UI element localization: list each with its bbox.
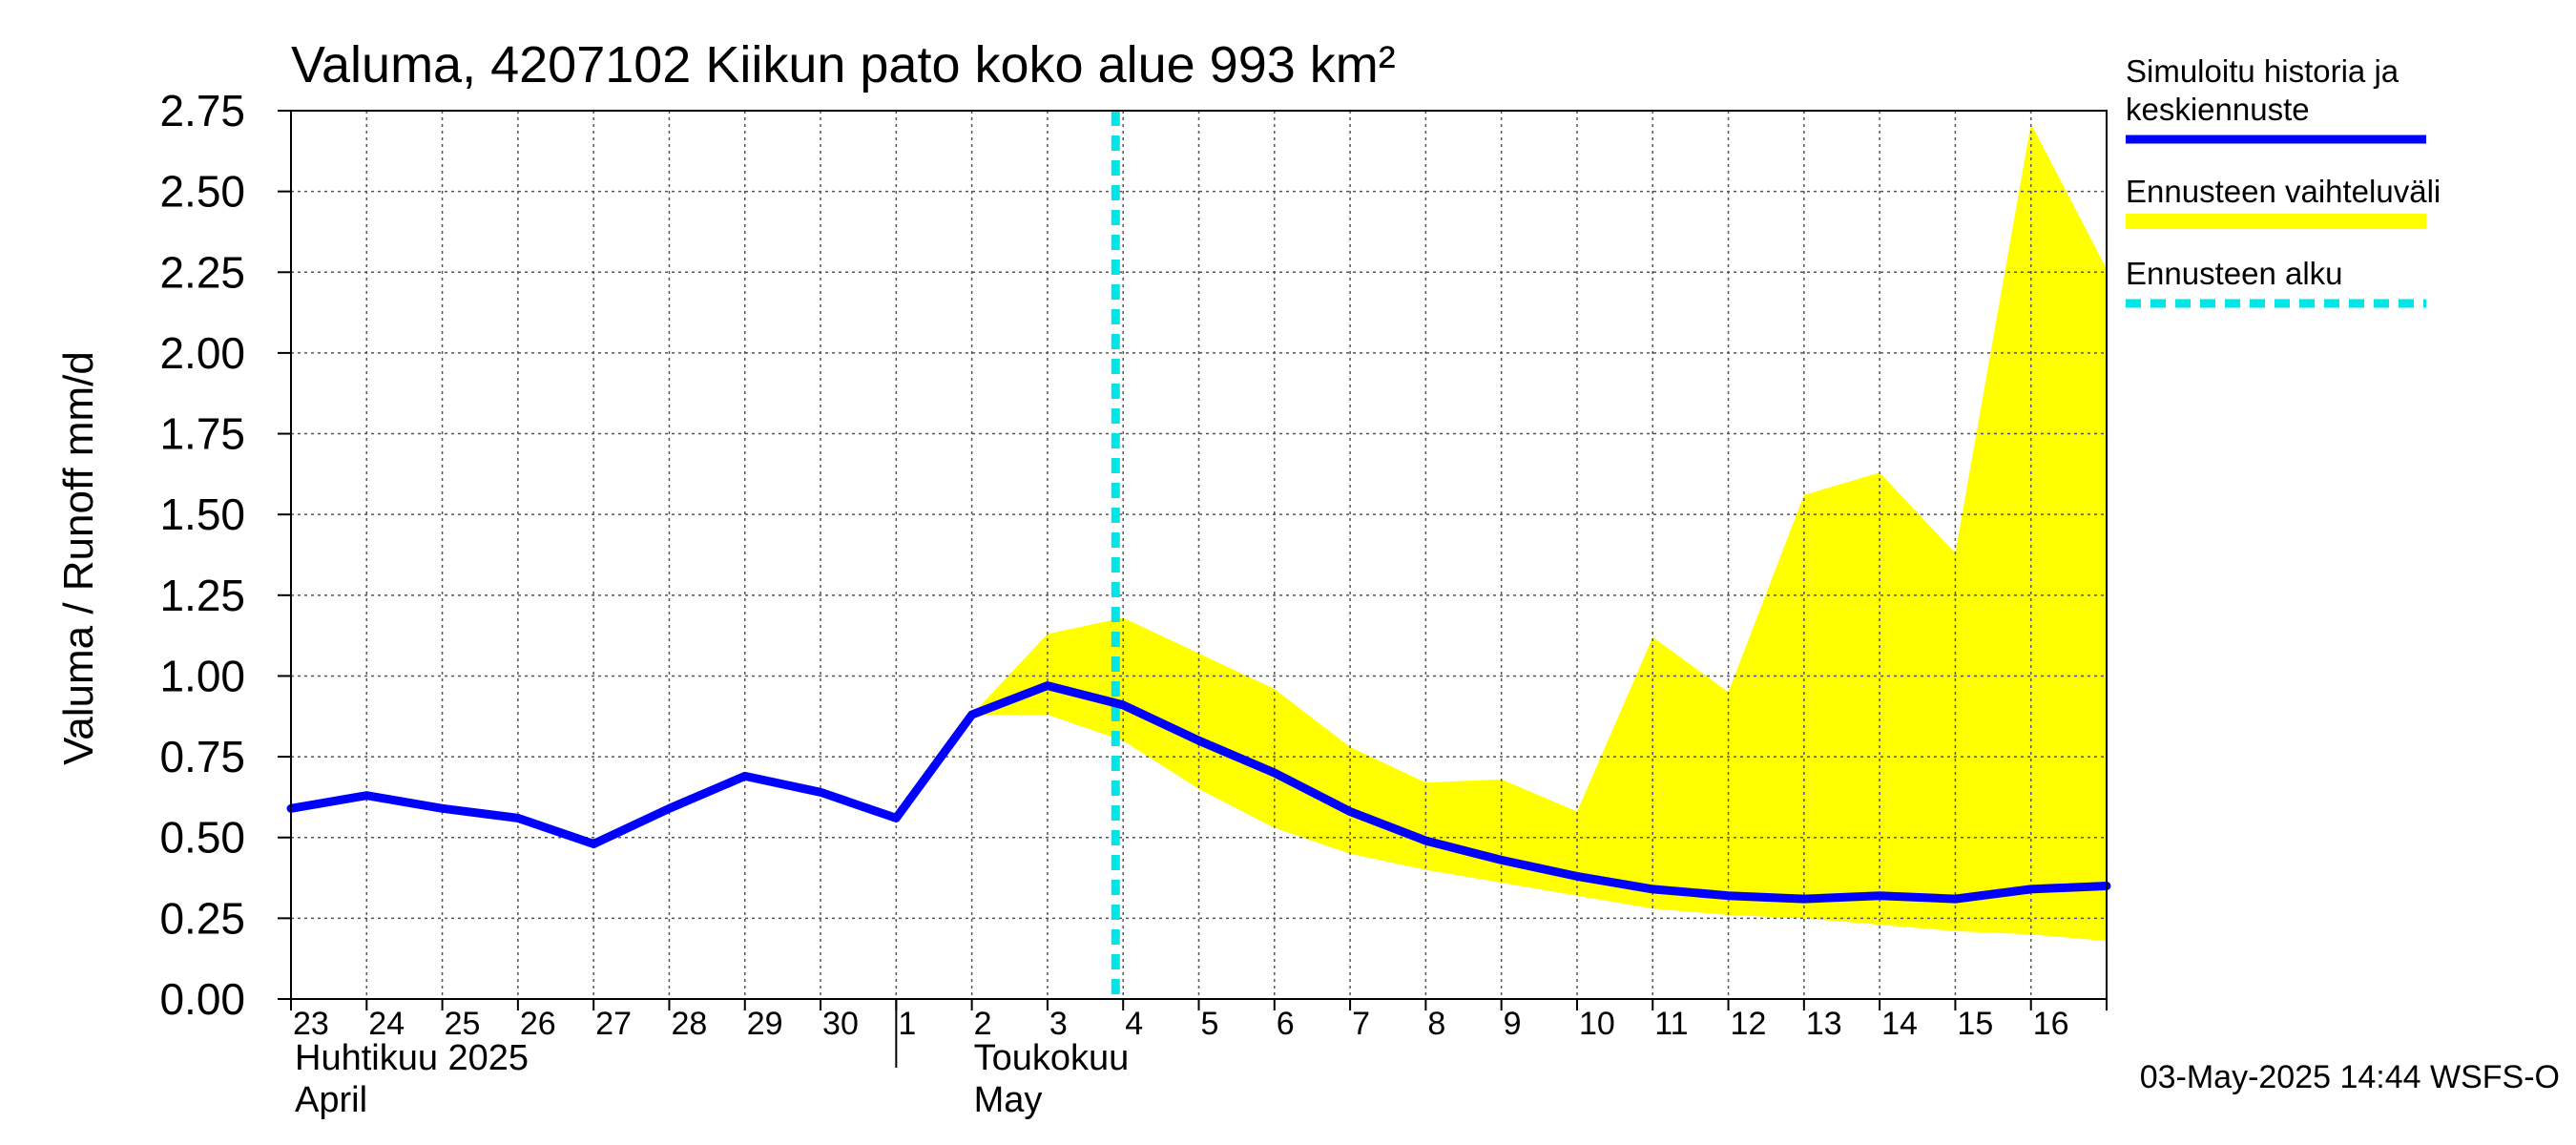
x-tick-label: 12: [1731, 1006, 1767, 1042]
y-tick-label: 2.50: [159, 167, 245, 217]
forecast-range-band: [971, 123, 2107, 942]
x-tick-label: 1: [898, 1006, 916, 1042]
x-tick-label: 6: [1277, 1006, 1295, 1042]
y-tick-label: 0.50: [159, 813, 245, 863]
y-tick-label: 1.25: [159, 571, 245, 620]
y-axis-label: Valuma / Runoff mm/d: [55, 351, 102, 765]
y-tick-label: 2.00: [159, 328, 245, 378]
x-tick-label: 2: [974, 1006, 992, 1042]
x-tick-label: 26: [520, 1006, 556, 1042]
y-tick-label: 0.00: [159, 974, 245, 1024]
series-line-simulated: [286, 681, 2111, 904]
grid-layer: [291, 111, 2107, 999]
y-tick-label: 1.50: [159, 489, 245, 539]
x-tick-label: 7: [1352, 1006, 1370, 1042]
y-tick-label: 1.75: [159, 409, 245, 459]
x-tick-label: 23: [293, 1006, 329, 1042]
legend-swatch-band: [2126, 214, 2426, 229]
x-tick-label: 25: [445, 1006, 481, 1042]
x-tick-label: 8: [1427, 1006, 1445, 1042]
x-tick-label: 13: [1806, 1006, 1842, 1042]
x-tick-label: 5: [1201, 1006, 1219, 1042]
month-label-english: April: [295, 1080, 367, 1120]
x-tick-label: 24: [368, 1006, 405, 1042]
x-tick-label: 14: [1881, 1006, 1918, 1042]
month-label: Toukokuu: [974, 1038, 1130, 1078]
x-tick-label: 27: [595, 1006, 632, 1042]
x-tick-label: 11: [1654, 1006, 1688, 1042]
legend-label-line2: keskiennuste: [2126, 92, 2310, 127]
legend-label: Simuloitu historia ja: [2126, 53, 2399, 89]
y-tick-label: 2.25: [159, 247, 245, 297]
x-tick-label: 4: [1125, 1006, 1143, 1042]
month-label: Huhtikuu 2025: [295, 1038, 529, 1078]
y-tick-label: 1.00: [159, 651, 245, 700]
month-label-english: May: [974, 1080, 1043, 1120]
x-tick-label: 29: [747, 1006, 783, 1042]
x-tick-label: 30: [822, 1006, 859, 1042]
x-tick-label: 9: [1504, 1006, 1522, 1042]
x-tick-label: 15: [1957, 1006, 1993, 1042]
y-tick-label: 2.75: [159, 86, 245, 135]
footer-timestamp: 03-May-2025 14:44 WSFS-O: [2140, 1059, 2560, 1095]
axis-layer: 0.00 0.25 0.50 0.75 1.00 1.25 1.50 1.75 2.00 2.25…: [159, 86, 2108, 1120]
y-tick-label: 0.25: [159, 893, 245, 943]
x-tick-label: 16: [2033, 1006, 2069, 1042]
y-tick-label: 0.75: [159, 732, 245, 781]
x-tick-label: 3: [1049, 1006, 1068, 1042]
chart-title: Valuma, 4207102 Kiikun pato koko alue 99…: [291, 36, 1396, 94]
x-tick-label: 10: [1579, 1006, 1615, 1042]
forecast-range-layer: [971, 123, 2107, 942]
x-tick-label: 28: [671, 1006, 707, 1042]
legend-label: Ennusteen alku: [2126, 256, 2343, 291]
series-line-layer: [286, 111, 2111, 999]
legend-label: Ennusteen vaihteluväli: [2126, 174, 2441, 209]
